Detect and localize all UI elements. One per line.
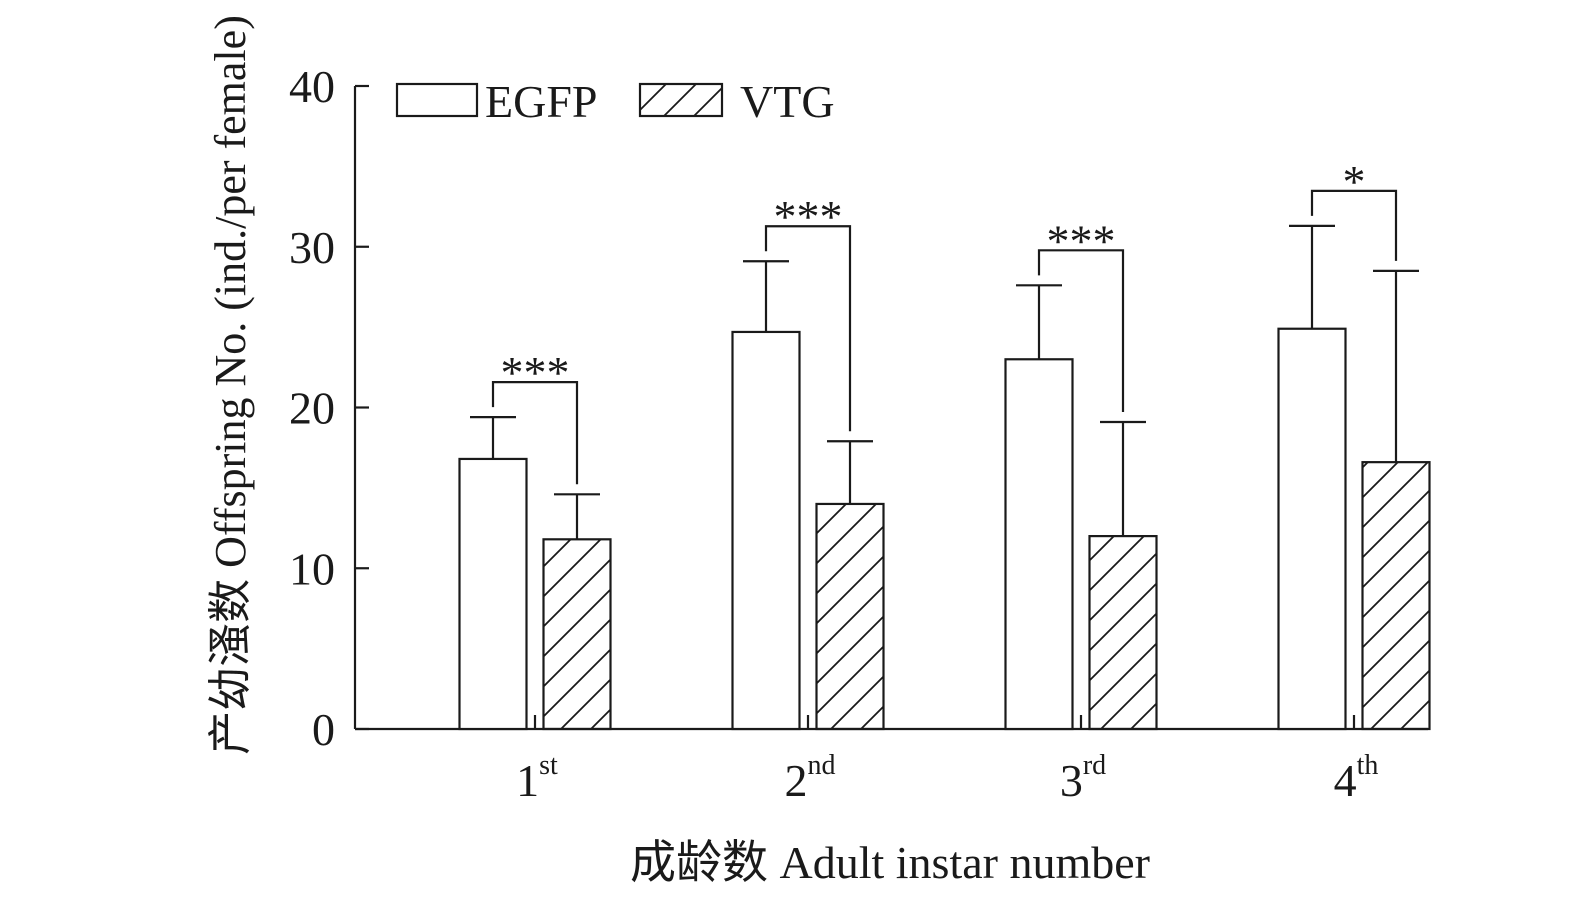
bar-egfp [731, 330, 801, 731]
bar-egfp [1004, 358, 1074, 731]
x-tick-labels: 1st 2nd 3rd 4th [516, 715, 1378, 806]
bar-vtg [815, 502, 885, 731]
bar-egfp [1277, 327, 1347, 731]
y-tick-label: 30 [289, 222, 335, 273]
significance-bracket [491, 381, 579, 485]
error-bars [470, 224, 1419, 540]
significance-brackets: ****** **** [491, 156, 1398, 485]
y-tick-label: 20 [289, 383, 335, 434]
significance-label: *** [501, 347, 570, 398]
x-tick-label: 1st [516, 750, 558, 806]
bars [458, 327, 1431, 731]
significance-bracket [764, 225, 852, 432]
y-axis-label: 产幼溞数 Offspring No. (ind./per female) [206, 15, 255, 755]
bar-vtg [1361, 461, 1431, 731]
bar-vtg [1088, 534, 1158, 731]
significance-label: * [1343, 156, 1366, 207]
x-tick-label-number: 2 [785, 755, 808, 806]
x-tick-label: 2nd [785, 750, 836, 806]
bar-egfp [458, 457, 528, 731]
x-tick-label: 3rd [1060, 750, 1106, 806]
legend: EGFP VTG [395, 76, 835, 127]
significance-bracket [1037, 249, 1125, 412]
y-tick-label: 10 [289, 543, 335, 594]
y-tick-labels: 0 10 20 30 40 [289, 61, 369, 755]
legend-swatch-vtg [638, 82, 724, 118]
x-tick-label-suffix: th [1357, 750, 1379, 781]
x-tick-label-number: 3 [1060, 755, 1083, 806]
significance-bracket [1310, 189, 1398, 261]
x-tick-label-suffix: rd [1083, 750, 1106, 781]
y-tick-label: 0 [312, 704, 335, 755]
x-tick-label: 4th [1334, 750, 1379, 806]
x-axis-label: 成龄数 Adult instar number [630, 837, 1150, 888]
bar-vtg [542, 538, 612, 731]
x-tick-label-suffix: st [539, 750, 558, 781]
x-tick-label-number: 4 [1334, 755, 1357, 806]
legend-label-vtg: VTG [740, 76, 835, 127]
x-tick-label-suffix: nd [808, 750, 836, 781]
significance-label: *** [1047, 215, 1116, 266]
y-tick-label: 40 [289, 61, 335, 112]
significance-label: *** [774, 191, 843, 242]
legend-swatch-egfp [395, 82, 479, 118]
legend-label-egfp: EGFP [485, 76, 597, 127]
x-tick-label-number: 1 [516, 755, 539, 806]
